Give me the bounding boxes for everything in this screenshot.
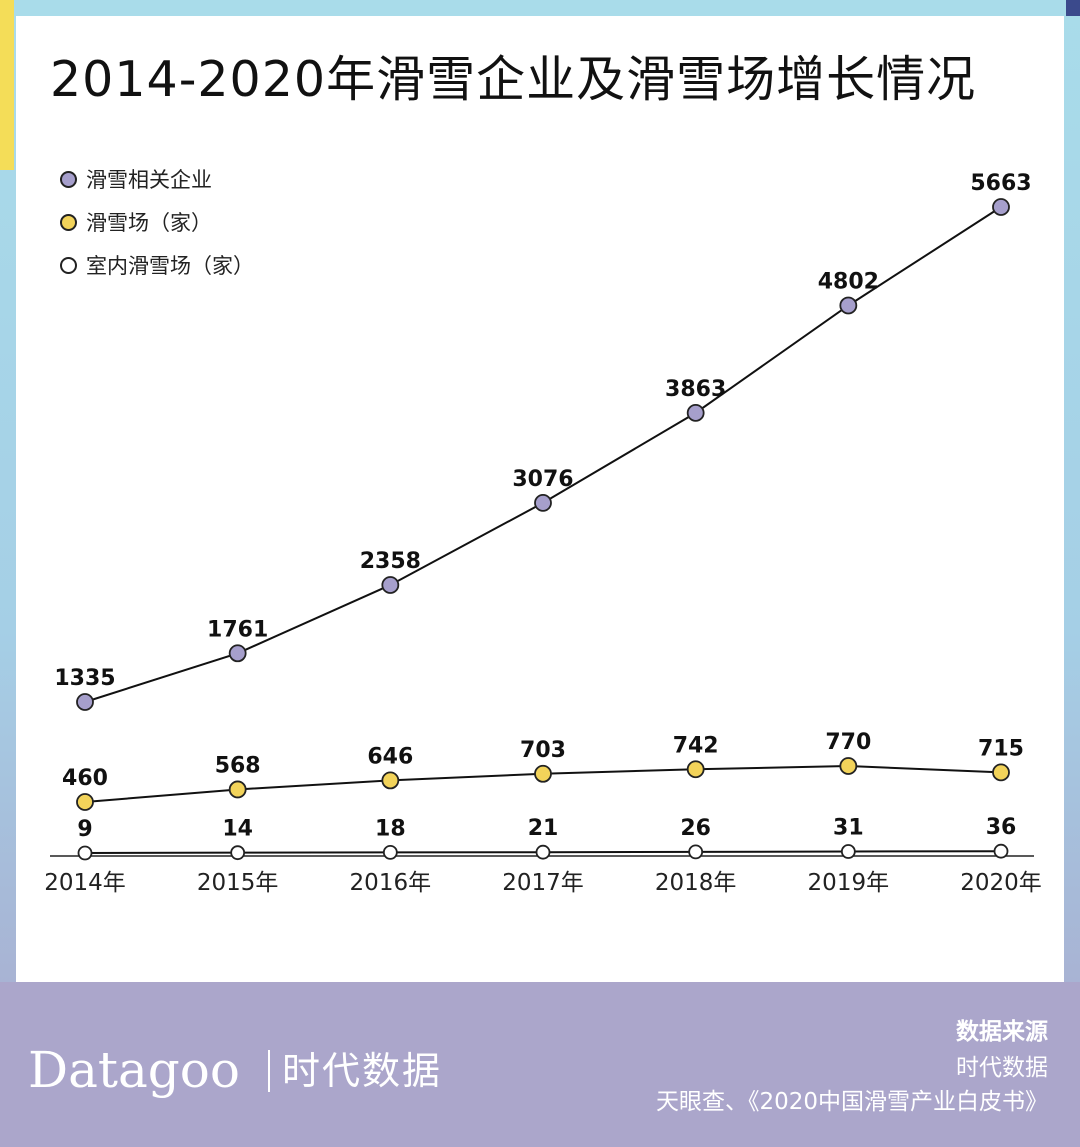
data-label: 460 [62, 766, 108, 791]
data-point [76, 793, 94, 811]
data-label: 26 [680, 816, 711, 841]
data-label: 5663 [970, 171, 1031, 196]
source-line-1: 时代数据 [956, 1055, 1048, 1081]
legend-label: 滑雪相关企业 [86, 168, 212, 192]
data-point [381, 771, 400, 790]
data-label: 1761 [207, 617, 268, 642]
data-label: 4802 [818, 269, 879, 294]
x-tick-label: 2016年 [350, 870, 432, 896]
x-tick-label: 2019年 [808, 870, 890, 896]
data-label: 1335 [54, 666, 115, 691]
brand-logo-chinese: 时代数据 [282, 1049, 443, 1093]
data-label: 18 [375, 816, 406, 841]
brand-logo-latin: Datagoo [28, 1041, 241, 1099]
data-point [76, 693, 94, 711]
source-line-2: 天眼查、《2020中国滑雪产业白皮书》 [655, 1089, 1048, 1115]
data-point [382, 844, 398, 860]
page-title: 2014-2020年滑雪企业及滑雪场增长情况 [50, 51, 977, 108]
x-tick-label: 2014年 [44, 870, 126, 896]
data-label: 14 [222, 817, 253, 842]
data-point [686, 760, 705, 779]
white-dot-icon [60, 256, 77, 274]
x-tick-label: 2017年 [502, 870, 584, 896]
legend-item-indoor: 室内滑雪场（家） [60, 250, 254, 280]
data-point [534, 493, 552, 512]
data-point [77, 845, 93, 861]
data-label: 3076 [512, 467, 573, 492]
yellow-dot-icon [60, 213, 77, 231]
purple-dot-icon [60, 170, 77, 188]
data-label: 703 [520, 738, 566, 763]
data-label: 21 [528, 816, 559, 841]
source-label: 数据来源 [956, 1019, 1048, 1045]
data-point [230, 845, 246, 861]
data-point [686, 403, 705, 422]
data-point [993, 843, 1009, 859]
data-point [992, 763, 1010, 782]
legend-item-resort: 滑雪场（家） [60, 207, 212, 237]
data-label: 36 [986, 815, 1017, 840]
data-point [228, 644, 247, 663]
data-point [688, 844, 704, 860]
legend-label: 滑雪场（家） [86, 211, 212, 235]
data-point [839, 296, 858, 315]
data-label: 3863 [665, 377, 726, 402]
line-chart: 2014年 2015年 2016年 2017年 2018年 2019年 2020年 1335 1… [44, 171, 1042, 896]
x-tick-label: 2020年 [960, 870, 1042, 896]
x-tick-label: 2018年 [655, 870, 737, 896]
data-point [228, 780, 247, 799]
data-label: 568 [215, 753, 261, 778]
accent-bar-navy-right [1066, 0, 1080, 16]
accent-bar-yellow [0, 0, 14, 170]
data-label: 31 [833, 816, 864, 841]
data-label: 715 [978, 736, 1024, 761]
data-point [839, 757, 858, 775]
data-label: 9 [77, 817, 92, 842]
legend-item-enterprise: 滑雪相关企业 [60, 164, 212, 194]
data-label: 770 [825, 730, 871, 755]
data-point [992, 198, 1010, 216]
legend-label: 室内滑雪场（家） [86, 254, 254, 278]
data-label: 2358 [360, 549, 421, 574]
data-point [534, 764, 552, 783]
data-point [840, 844, 856, 859]
footer [0, 982, 1080, 1147]
data-label: 646 [367, 744, 413, 769]
data-point [381, 576, 400, 594]
brand-separator [268, 1050, 270, 1092]
data-point [535, 844, 551, 860]
data-label: 742 [673, 733, 719, 758]
x-tick-label: 2015年 [197, 870, 279, 896]
